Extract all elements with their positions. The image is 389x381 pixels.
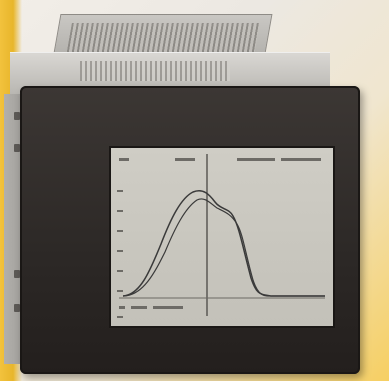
mounting-screw-icon	[14, 270, 20, 278]
mounting-screw-icon	[14, 112, 20, 120]
trace-line-2	[122, 198, 325, 297]
status-row	[119, 158, 321, 161]
screen-graph	[117, 154, 325, 318]
mounting-screw-icon	[14, 144, 20, 152]
mounting-screw-icon	[14, 304, 20, 312]
y-axis-ticks	[117, 190, 123, 318]
trace-line-1	[122, 190, 325, 297]
readout-row	[119, 306, 183, 309]
vent-grille-icon	[80, 61, 230, 81]
lcd-screen	[109, 146, 335, 328]
